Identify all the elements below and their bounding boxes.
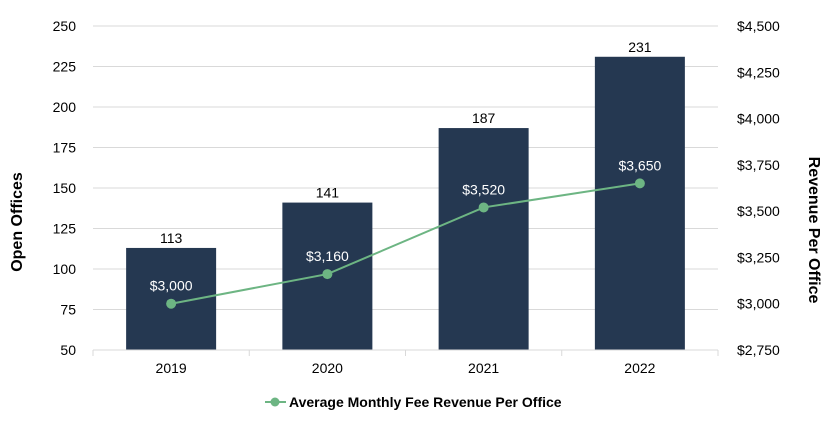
line-point [634,178,645,189]
y2-tick-label: $3,000 [737,296,780,312]
bar [438,128,529,350]
y-tick-label: 50 [60,342,76,358]
legend-marker-swatch [270,397,280,407]
data-labels: 113 141 187 231 $3,000 $3,160 $3,520 $3,650 [150,39,662,294]
y-axis-title: Open Offices [9,172,26,272]
line-point [166,298,177,309]
y2-tick-label: $4,500 [737,18,780,34]
line-data-label: $3,520 [462,181,505,197]
bar-data-label: 187 [472,110,496,126]
axes: 50 75 100 125 150 175 200 225 250 $2,750 $3,000 $3,… [53,18,780,376]
y-tick-label: 125 [53,221,77,237]
line-point [322,269,333,280]
line-point [478,202,489,213]
y-tick-label: 75 [60,302,76,318]
legend: Average Monthly Fee Revenue Per Office [265,394,562,410]
x-tick-label: 2021 [468,360,499,376]
y-tick-label: 150 [53,180,77,196]
y2-tick-label: $3,750 [737,157,780,173]
y-tick-label: 225 [53,59,77,75]
y2-tick-label: $4,000 [737,111,780,127]
bar-data-label: 113 [160,230,183,246]
x-tick-label: 2019 [156,360,187,376]
line-data-label: $3,000 [150,278,193,294]
y2-tick-label: $3,500 [737,203,780,219]
y-tick-label: 175 [53,140,77,156]
y2-tick-label: $4,250 [737,64,780,80]
revenue-line [166,178,645,309]
bar-data-label: 141 [316,185,340,201]
y-tick-label: 250 [53,18,77,34]
line-data-label: $3,650 [618,157,661,173]
line-data-label: $3,160 [306,248,349,264]
bar [594,56,685,350]
bar-data-label: 231 [628,39,652,55]
y2-tick-label: $2,750 [737,342,780,358]
legend-label: Average Monthly Fee Revenue Per Office [289,394,562,410]
bars [126,56,685,350]
y-tick-label: 100 [53,261,77,277]
y2-tick-label: $3,250 [737,249,780,265]
x-tick-label: 2020 [312,360,343,376]
x-tick-label: 2022 [624,360,655,376]
y-tick-label: 200 [53,99,77,115]
revenue-line-path [170,182,641,305]
y2-axis-title: Revenue Per Office [805,157,822,304]
